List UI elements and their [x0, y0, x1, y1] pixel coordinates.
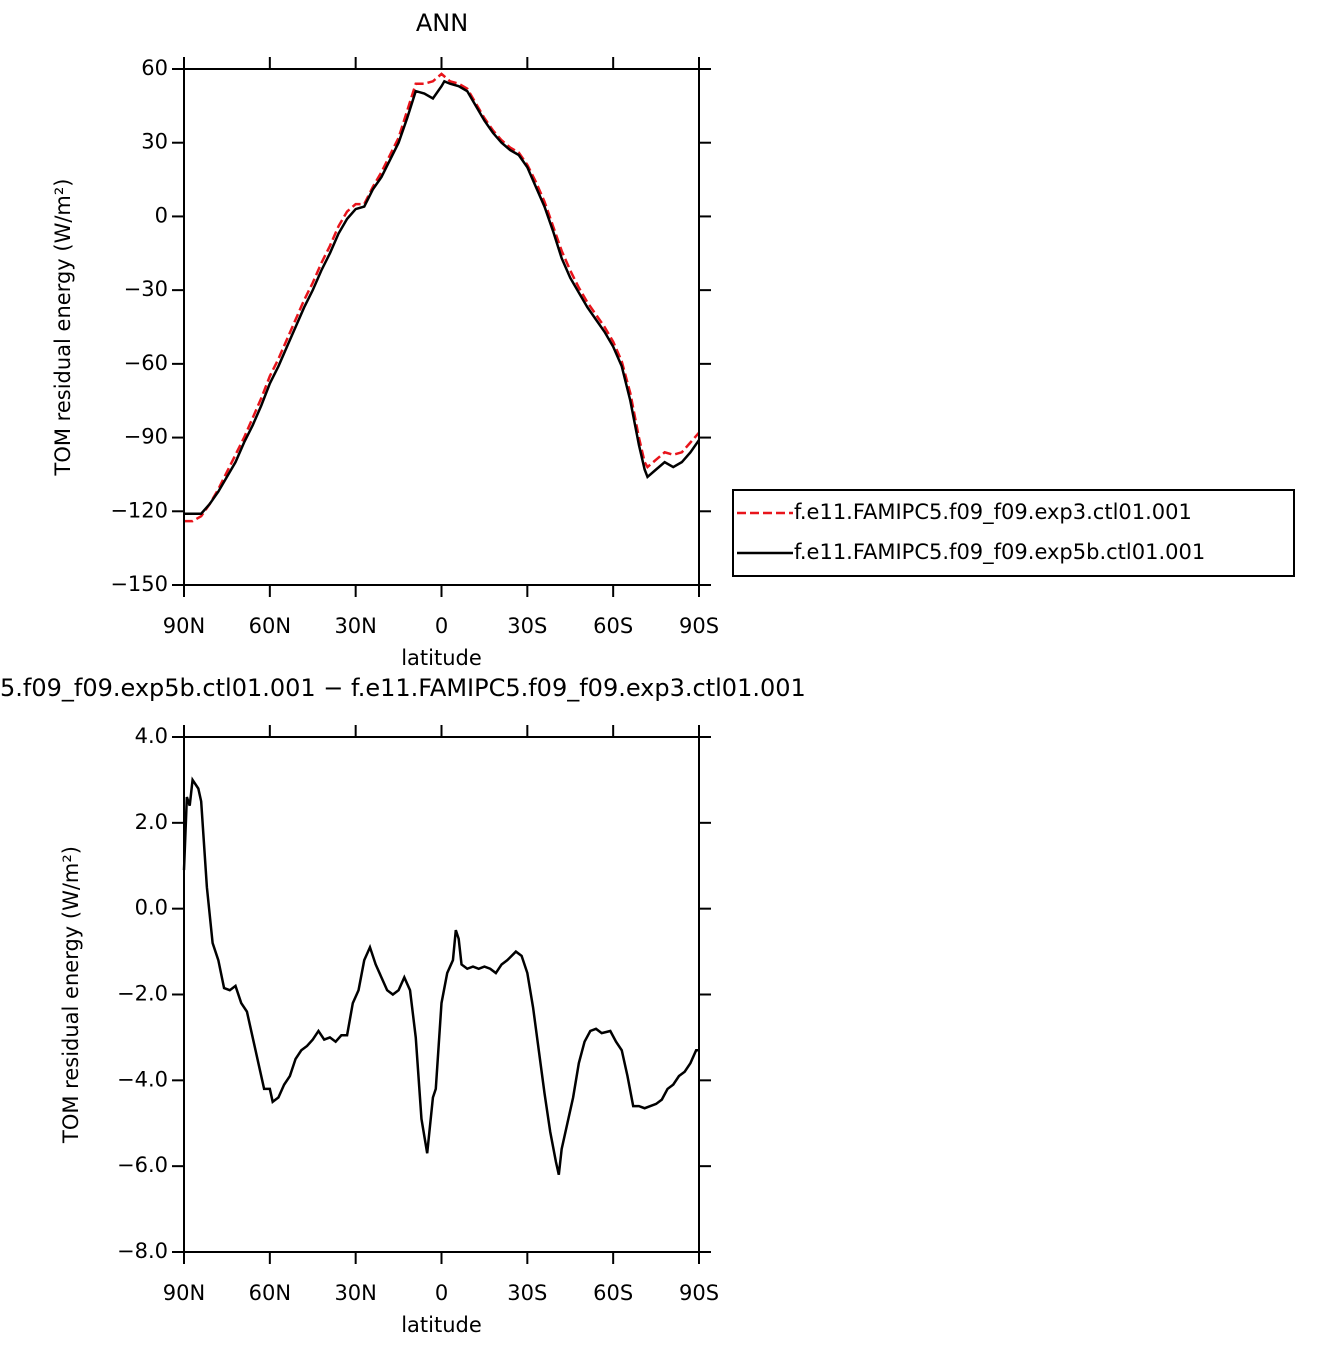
y-tick-label: −90 [124, 425, 168, 449]
data-line [184, 79, 701, 515]
x-tick-label: 90S [679, 614, 719, 638]
legend-label: f.e11.FAMIPC5.f09_f09.exp3.ctl01.001 [794, 500, 1192, 525]
y-tick-label: 30 [141, 130, 168, 154]
y-tick-label: 0 [155, 203, 168, 227]
y-tick-label: −30 [124, 277, 168, 301]
y-tick-label: −150 [110, 572, 168, 596]
x-tick-label: 60S [593, 614, 633, 638]
y-axis-label: TOM residual energy (W/m²) [59, 846, 83, 1144]
x-axis-label: latitude [401, 646, 482, 670]
x-tick-label: 60N [249, 1281, 291, 1305]
x-tick-label: 30N [334, 1281, 376, 1305]
x-tick-label: 60S [593, 1281, 633, 1305]
y-axis-label: TOM residual energy (W/m²) [51, 179, 75, 477]
plot-frame [183, 68, 700, 586]
x-tick-label: 0 [435, 1281, 448, 1305]
y-tick-label: 4.0 [135, 724, 168, 748]
chart-title: 5.f09_f09.exp5b.ctl01.001 − f.e11.FAMIPC… [0, 674, 806, 702]
data-line [182, 776, 699, 1176]
x-tick-label: 90S [679, 1281, 719, 1305]
x-tick-label: 90N [163, 1281, 205, 1305]
x-tick-label: 90N [163, 614, 205, 638]
y-tick-label: −60 [124, 351, 168, 375]
plot-frame [183, 736, 700, 1253]
legend-box [732, 489, 1295, 577]
x-tick-label: 30S [507, 614, 547, 638]
y-tick-label: −6.0 [117, 1153, 168, 1177]
y-tick-label: 60 [141, 56, 168, 80]
x-tick-label: 60N [249, 614, 291, 638]
x-tick-label: 30S [507, 1281, 547, 1305]
y-tick-label: 0.0 [135, 896, 168, 920]
y-tick-label: −4.0 [117, 1067, 168, 1091]
legend-label: f.e11.FAMIPC5.f09_f09.exp5b.ctl01.001 [794, 540, 1205, 565]
x-axis-label: latitude [401, 1313, 482, 1337]
x-tick-label: 30N [334, 614, 376, 638]
y-tick-label: 2.0 [135, 810, 168, 834]
x-tick-label: 0 [435, 614, 448, 638]
chart-title: ANN [416, 9, 468, 37]
y-tick-label: −8.0 [117, 1239, 168, 1263]
y-tick-label: −2.0 [117, 982, 168, 1006]
y-tick-label: −120 [110, 498, 168, 522]
data-line [184, 72, 700, 523]
